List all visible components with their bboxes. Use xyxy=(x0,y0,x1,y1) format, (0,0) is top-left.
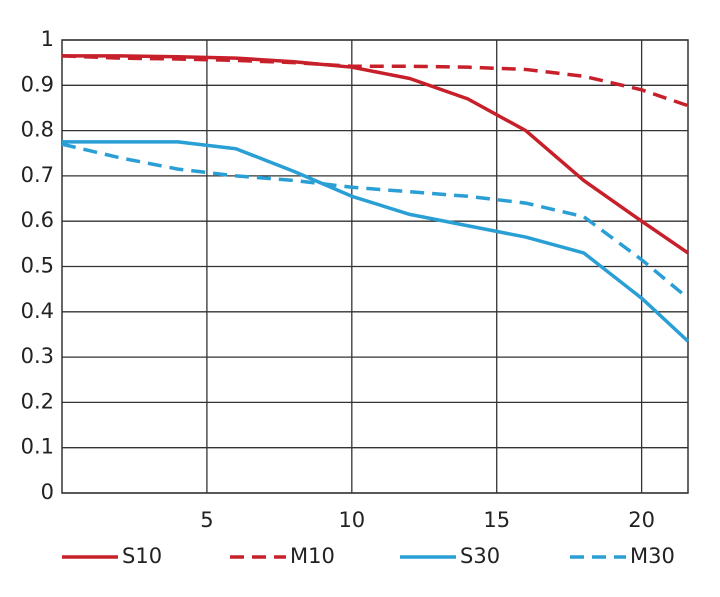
x-tick-label: 5 xyxy=(200,508,213,532)
x-tick-label: 20 xyxy=(628,508,655,532)
series-line xyxy=(61,142,690,300)
series-line xyxy=(62,140,690,343)
y-tick-label: 1 xyxy=(41,27,54,51)
y-tick-label: 0.7 xyxy=(21,163,54,187)
legend-label: S30 xyxy=(460,544,500,568)
y-tick-label: 0.1 xyxy=(21,435,54,459)
y-tick-label: 0.6 xyxy=(21,208,54,232)
legend-label: S10 xyxy=(122,544,162,568)
x-tick-label: 15 xyxy=(483,508,510,532)
y-tick-label: 0.2 xyxy=(21,389,54,413)
y-tick-label: 0.8 xyxy=(21,118,54,142)
legend-label: M30 xyxy=(630,544,675,568)
y-tick-label: 0.4 xyxy=(21,299,54,323)
y-tick-label: 0 xyxy=(41,480,54,504)
y-tick-label: 0.5 xyxy=(21,254,54,278)
series-line xyxy=(62,54,689,255)
x-tick-label: 10 xyxy=(338,508,365,532)
legend-label: M10 xyxy=(290,544,335,568)
y-tick-label: 0.9 xyxy=(21,72,54,96)
y-tick-label: 0.3 xyxy=(21,344,54,368)
series-line xyxy=(61,54,689,108)
